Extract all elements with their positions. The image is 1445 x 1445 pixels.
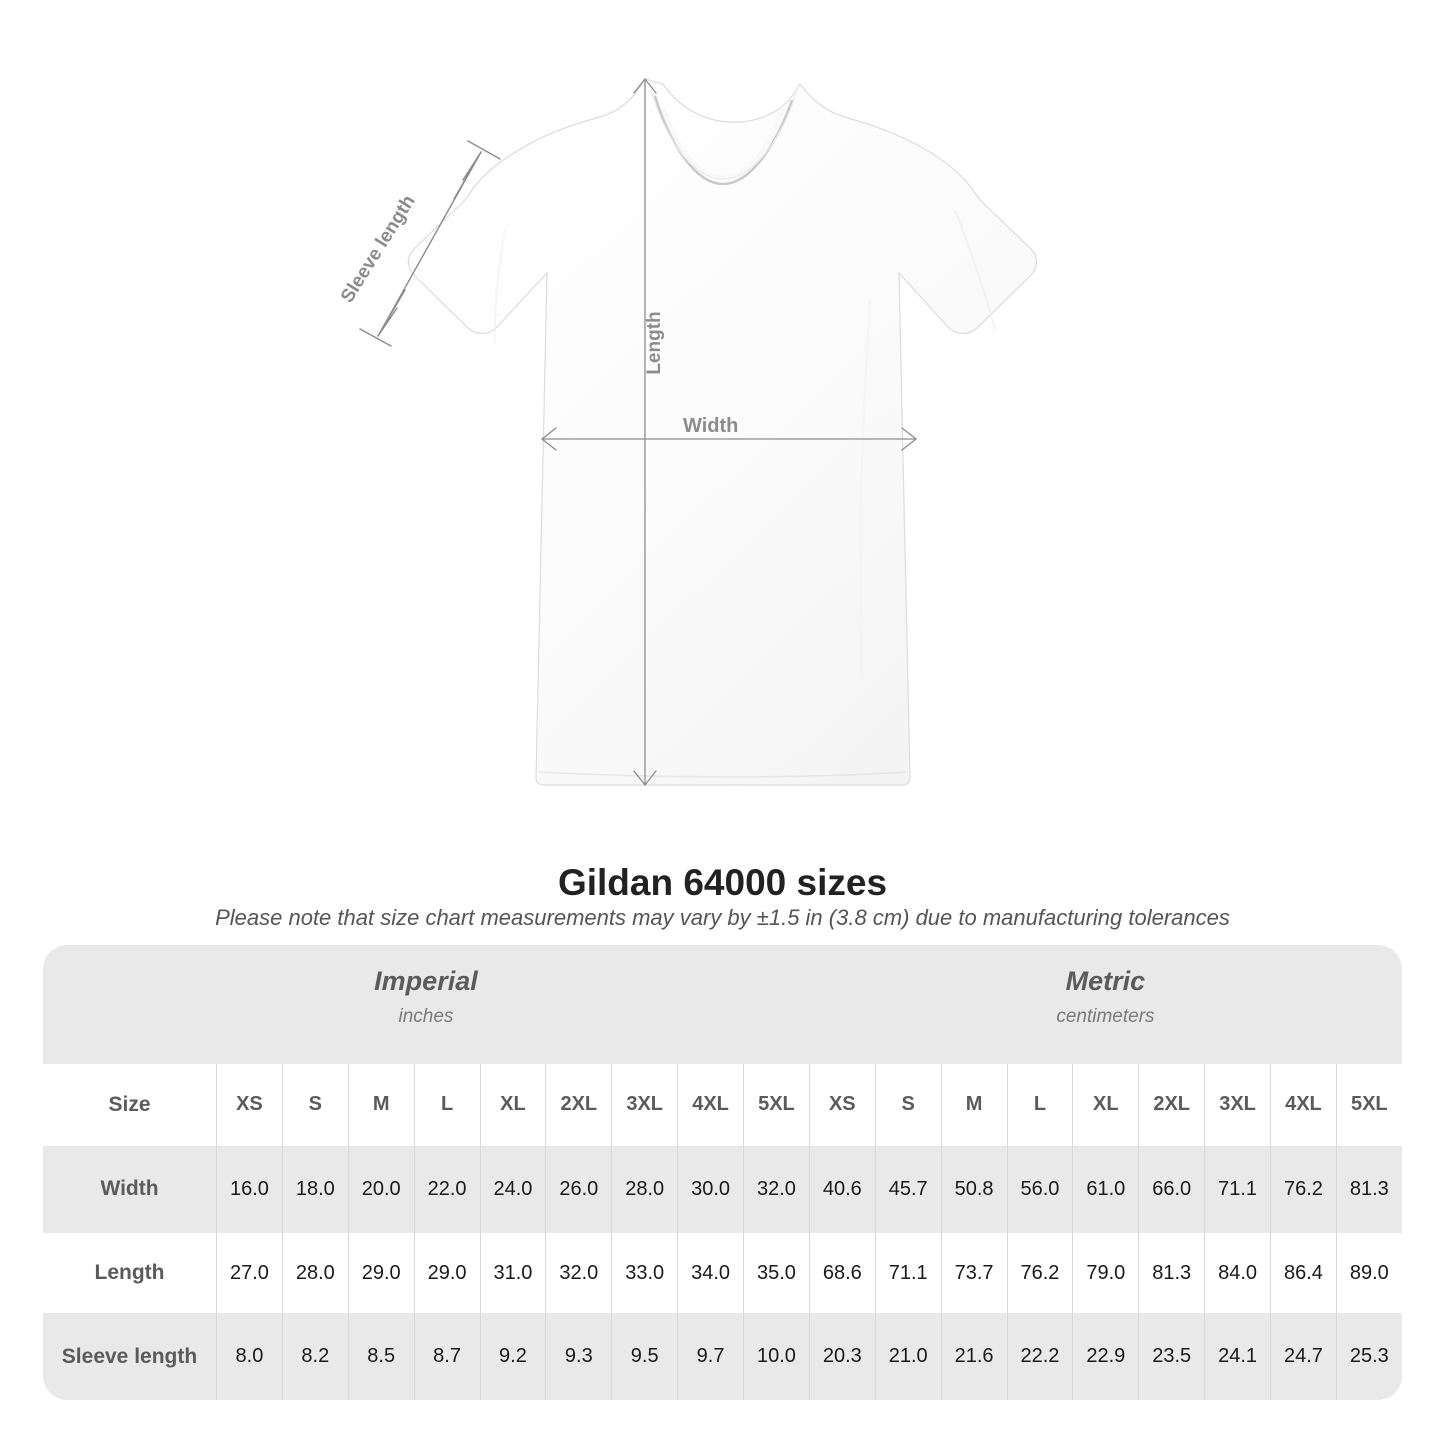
svg-text:Width: Width xyxy=(683,415,738,437)
svg-text:Sleeve length: Sleeve length xyxy=(337,192,420,307)
svg-text:Length: Length xyxy=(644,311,665,374)
